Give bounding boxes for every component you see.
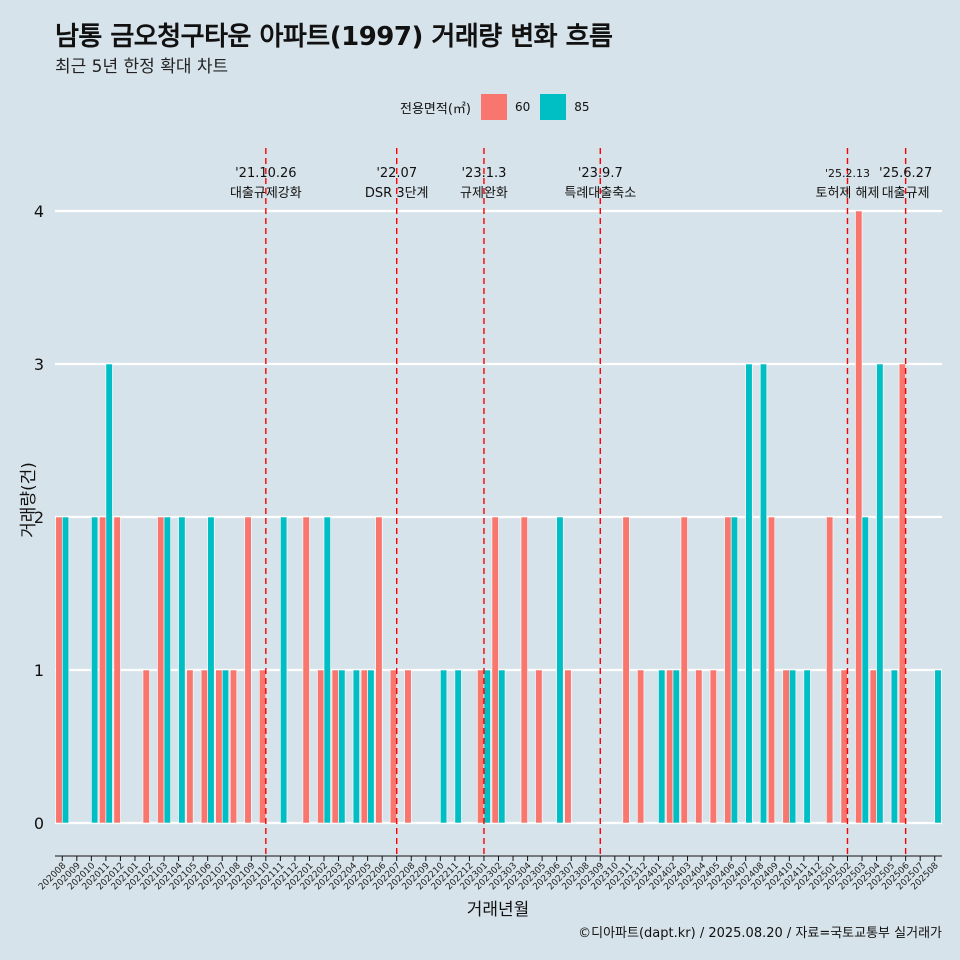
bar-60-202105: [186, 669, 194, 824]
bar-60-202302: [491, 516, 499, 824]
bar-85-202402: [672, 669, 680, 824]
bar-60-202110: [259, 669, 267, 824]
bar-85-202011: [105, 363, 113, 824]
bar-60-202106: [200, 669, 208, 824]
bar-60-202404: [695, 669, 703, 824]
bar-85-202008: [61, 516, 70, 824]
bar-85-202407: [745, 363, 753, 824]
event-date-label: '25.2.13: [825, 167, 870, 180]
bar-60-202108: [229, 669, 238, 824]
y-tick-label: 3: [34, 355, 44, 374]
bar-85-202504: [876, 363, 884, 824]
bar-60-202201: [302, 516, 310, 824]
bar-85-202010: [91, 516, 99, 824]
bar-85-202210: [440, 669, 448, 824]
y-tick-label: 2: [34, 508, 44, 527]
event-label: 토허제 해제: [816, 186, 880, 201]
event-date-label: '23.9.7: [578, 166, 623, 181]
bar-60-202102: [142, 669, 150, 824]
bar-85-202106: [207, 516, 215, 824]
legend-label-85: 85: [574, 100, 590, 114]
bar-60-202103: [157, 516, 165, 824]
event-date-label: '25.6.27: [879, 166, 932, 181]
bar-60-202011: [99, 516, 107, 824]
legend-swatch-60: [480, 94, 507, 120]
bar-60-202207: [389, 669, 398, 824]
bar-60-202307: [564, 669, 572, 824]
bar-85-202408: [759, 363, 768, 824]
bar-60-202301: [477, 669, 485, 824]
bar-85-202204: [352, 669, 360, 824]
event-date-label: '21.10.26: [235, 166, 296, 181]
bar-60-202206: [375, 516, 383, 824]
bar-60-202504: [869, 669, 877, 824]
bar-85-202211: [454, 669, 462, 824]
bar-85-202411: [803, 669, 811, 824]
bar-85-202401: [658, 669, 666, 824]
y-axis-title: 거래량(건): [19, 462, 39, 538]
event-label: 대출규제: [882, 186, 930, 201]
bar-60-202304: [520, 516, 528, 824]
bar-85-202107: [221, 669, 230, 824]
source-caption: ©디아파트(dapt.kr) / 2025.08.20 / 자료=국토교통부 실…: [578, 926, 942, 941]
bar-85-202202: [323, 516, 331, 824]
chart-title: 남통 금오청구타운 아파트(1997) 거래량 변화 흐름: [55, 22, 613, 52]
legend-swatch-85: [540, 94, 567, 120]
y-tick-label: 1: [34, 661, 44, 680]
bar-60-202405: [709, 669, 717, 824]
bar-85-202503: [861, 516, 869, 824]
bar-85-202406: [730, 516, 738, 824]
legend-label-60: 60: [514, 100, 531, 114]
event-date-label: '22.07: [376, 166, 417, 181]
bar-60-202109: [244, 516, 252, 824]
bar-60-202107: [215, 669, 223, 824]
bar-60-202202: [317, 669, 325, 824]
event-label: DSR 3단계: [365, 186, 429, 201]
bar-85-202104: [178, 516, 186, 824]
bar-85-202505: [890, 669, 898, 824]
bar-60-202205: [360, 669, 368, 824]
event-label: 특례대출축소: [564, 186, 636, 201]
bar-85-202306: [556, 516, 564, 824]
bar-60-202402: [666, 669, 674, 824]
event-label: 규제완화: [460, 186, 508, 201]
event-date-label: '23.1.3: [461, 166, 506, 181]
bar-60-202208: [404, 669, 412, 824]
bar-60-202008: [55, 516, 63, 824]
bar-85-202203: [338, 669, 346, 824]
bar-85-202205: [367, 669, 375, 824]
bar-60-202410: [782, 669, 790, 824]
legend-title: 전용면적(㎡): [400, 101, 471, 117]
bar-85-202103: [163, 516, 171, 824]
bar-60-202409: [767, 516, 776, 824]
bar-60-202203: [331, 669, 339, 824]
bar-85-202508: [934, 669, 942, 824]
bar-60-202403: [680, 516, 688, 824]
legend-item-85: 85: [540, 94, 590, 120]
bar-60-202502: [840, 669, 848, 824]
bar-60-202305: [535, 669, 543, 824]
legend-item-60: 60: [480, 94, 531, 120]
bar-85-202302: [498, 669, 506, 824]
y-tick-label: 4: [34, 202, 44, 221]
bar-60-202312: [637, 669, 645, 824]
bar-60-202503: [855, 210, 863, 824]
y-tick-label: 0: [34, 814, 44, 833]
legend: 전용면적(㎡) 60 85: [400, 93, 600, 121]
event-label: 대출규제강화: [230, 186, 302, 201]
bar-60-202406: [724, 516, 732, 824]
bar-60-202311: [622, 516, 630, 824]
x-axis-title: 거래년월: [467, 900, 530, 920]
bar-85-202301: [483, 669, 491, 824]
bar-85-202410: [789, 669, 797, 824]
bar-85-202111: [280, 516, 288, 824]
bar-60-202501: [826, 516, 834, 824]
bar-60-202012: [113, 516, 121, 824]
bar-60-202506: [898, 363, 906, 824]
chart-subtitle: 최근 5년 한정 확대 차트: [55, 57, 229, 77]
